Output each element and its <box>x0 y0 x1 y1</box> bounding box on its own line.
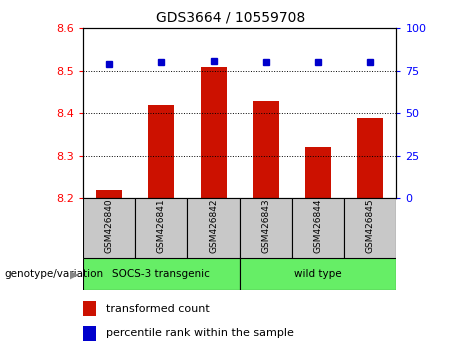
Bar <box>83 326 96 341</box>
Text: GSM426845: GSM426845 <box>366 198 375 253</box>
Bar <box>344 198 396 258</box>
Bar <box>148 105 174 198</box>
Bar <box>96 190 122 198</box>
Bar <box>83 198 135 258</box>
Bar <box>188 198 240 258</box>
Bar <box>201 67 227 198</box>
Bar <box>83 258 240 290</box>
Text: genotype/variation: genotype/variation <box>5 269 104 279</box>
Text: GSM426842: GSM426842 <box>209 198 218 252</box>
Text: GSM426840: GSM426840 <box>105 198 113 253</box>
Text: percentile rank within the sample: percentile rank within the sample <box>106 328 293 338</box>
Bar <box>357 118 384 198</box>
Text: ▶: ▶ <box>70 269 78 279</box>
Bar <box>240 198 292 258</box>
Text: GDS3664 / 10559708: GDS3664 / 10559708 <box>156 11 305 25</box>
Text: transformed count: transformed count <box>106 304 209 314</box>
Text: GSM426844: GSM426844 <box>313 198 323 252</box>
Bar <box>292 198 344 258</box>
Text: GSM426843: GSM426843 <box>261 198 270 253</box>
Bar <box>135 198 188 258</box>
Text: wild type: wild type <box>294 269 342 279</box>
Bar <box>240 258 396 290</box>
Bar <box>305 147 331 198</box>
Bar <box>253 101 279 198</box>
Bar <box>83 301 96 316</box>
Text: GSM426841: GSM426841 <box>157 198 166 253</box>
Text: SOCS-3 transgenic: SOCS-3 transgenic <box>112 269 210 279</box>
